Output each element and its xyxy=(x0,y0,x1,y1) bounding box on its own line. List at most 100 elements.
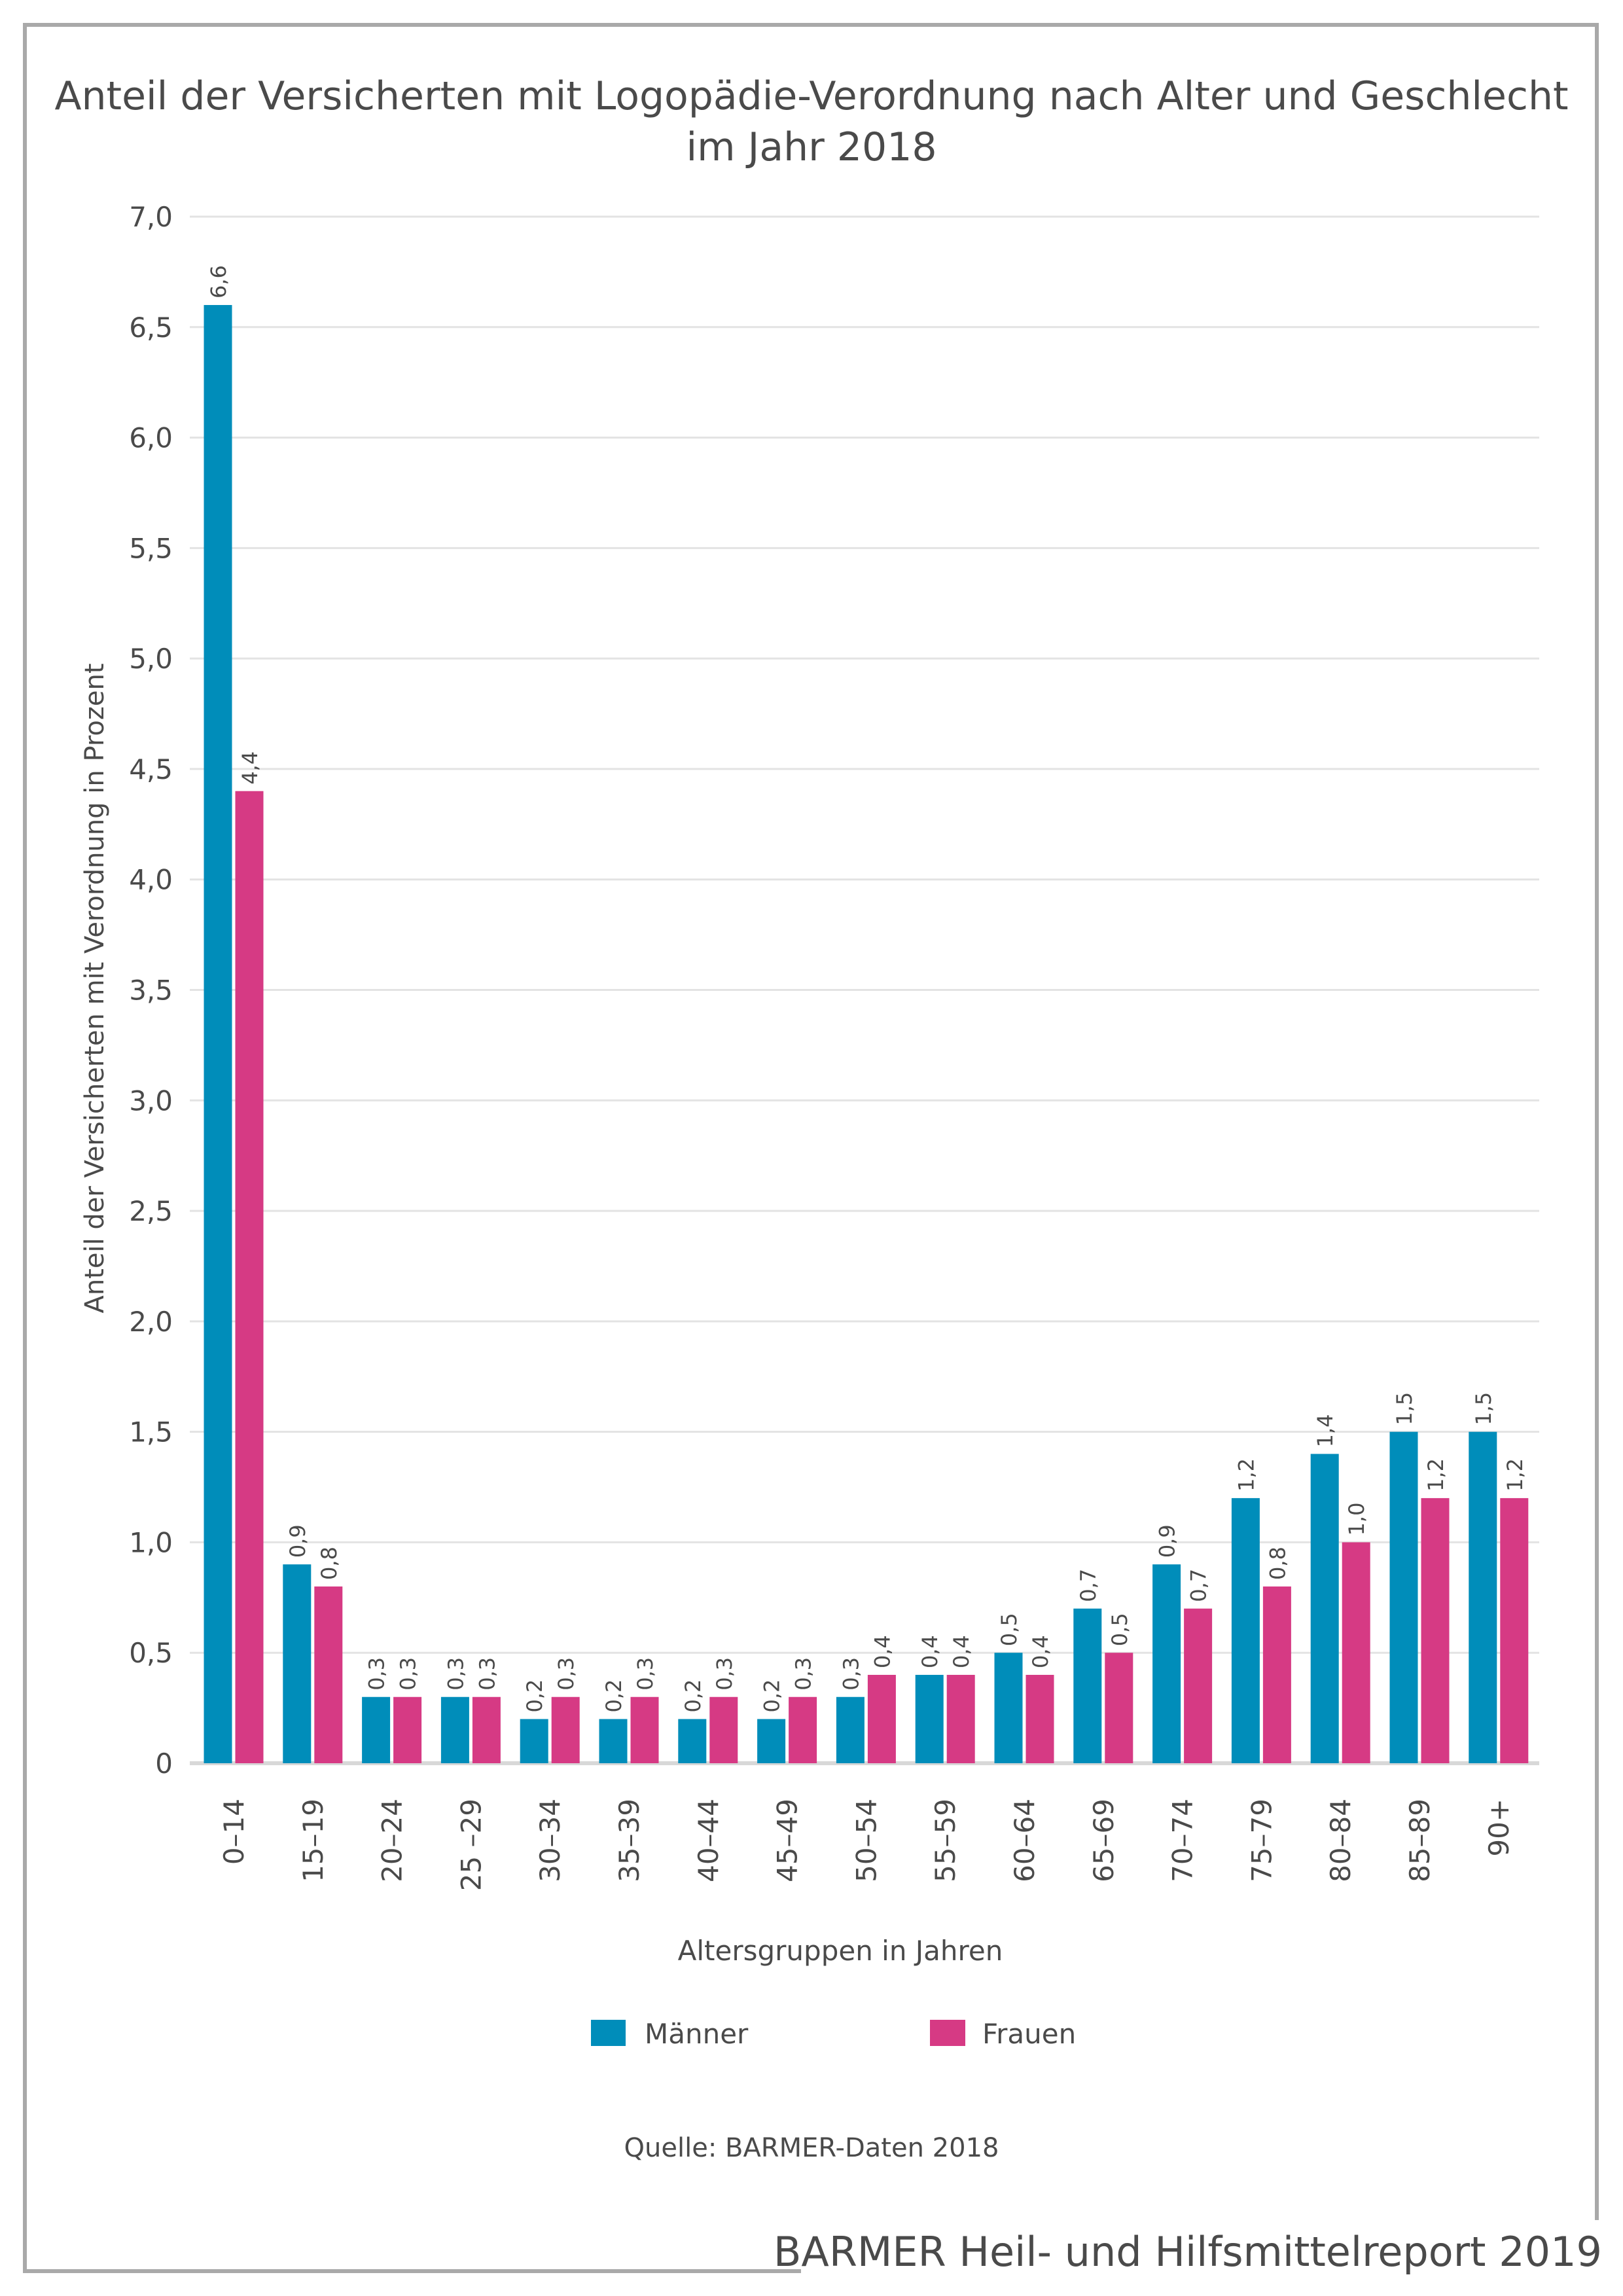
y-tick-label: 2,5 xyxy=(129,1195,173,1227)
x-tick-label: 20–24 xyxy=(376,1799,408,1882)
y-tick-label: 5,5 xyxy=(129,532,173,564)
y-tick-label: 6,5 xyxy=(129,312,173,344)
bar-frauen xyxy=(1105,1653,1133,1763)
bar-maenner xyxy=(362,1696,391,1763)
bar-frauen xyxy=(235,791,264,1763)
x-tick-label: 15–19 xyxy=(297,1799,329,1882)
source-note: Quelle: BARMER-Daten 2018 xyxy=(624,2133,999,2163)
y-tick-label: 6,0 xyxy=(129,422,173,454)
y-tick-label: 0 xyxy=(155,1748,173,1780)
data-label: 0,3 xyxy=(633,1657,658,1691)
data-label: 0,4 xyxy=(949,1635,974,1668)
y-tick-label: 1,5 xyxy=(129,1416,173,1448)
data-label: 0,9 xyxy=(285,1524,310,1558)
data-label: 1,2 xyxy=(1503,1458,1527,1492)
data-label: 1,2 xyxy=(1423,1458,1448,1492)
data-label: 6,6 xyxy=(206,265,231,298)
data-label: 0,3 xyxy=(554,1657,579,1691)
bar-maenner xyxy=(994,1653,1023,1763)
bar-frauen xyxy=(867,1674,896,1763)
data-label: 0,4 xyxy=(918,1635,942,1668)
data-label: 0,3 xyxy=(396,1657,421,1691)
bar-maenner xyxy=(520,1719,548,1763)
bar-maenner xyxy=(1389,1431,1418,1763)
x-tick-label: 90+ xyxy=(1483,1799,1515,1857)
bar-maenner xyxy=(1469,1431,1497,1763)
bar-frauen xyxy=(630,1696,659,1763)
x-tick-label: 85–89 xyxy=(1404,1799,1436,1882)
data-label: 0,2 xyxy=(601,1679,626,1713)
bar-maenner xyxy=(1310,1454,1339,1763)
y-tick-label: 4,5 xyxy=(129,753,173,785)
x-tick-label: 70–74 xyxy=(1167,1799,1199,1882)
y-tick-label: 1,0 xyxy=(129,1526,173,1558)
bar-frauen xyxy=(1500,1498,1529,1763)
data-label: 0,3 xyxy=(791,1657,816,1691)
bar-maenner xyxy=(204,305,232,1763)
x-axis-title: Altersgruppen in Jahren xyxy=(678,1935,1003,1967)
data-label: 0,8 xyxy=(317,1547,342,1580)
chart-title-line-1: Anteil der Versicherten mit Logopädie-Ve… xyxy=(54,73,1568,119)
x-tick-label: 40–44 xyxy=(692,1799,724,1882)
y-tick-label: 3,0 xyxy=(129,1085,173,1117)
x-tick-label: 0–14 xyxy=(218,1799,250,1865)
data-label: 1,2 xyxy=(1234,1458,1258,1492)
data-label: 0,2 xyxy=(681,1679,705,1713)
y-tick-label: 3,5 xyxy=(129,975,173,1007)
data-label: 0,9 xyxy=(1155,1524,1180,1558)
bar-maenner xyxy=(757,1719,786,1763)
x-tick-label: 35–39 xyxy=(613,1799,645,1882)
data-label: 0,3 xyxy=(443,1657,468,1691)
legend-swatch-maenner xyxy=(591,2020,626,2046)
data-label: 0,7 xyxy=(1186,1569,1211,1602)
bar-frauen xyxy=(393,1696,422,1763)
data-label: 0,4 xyxy=(1028,1635,1053,1668)
x-tick-label: 60–64 xyxy=(1008,1799,1041,1882)
data-label: 0,2 xyxy=(522,1679,547,1713)
x-tick-label: 30–34 xyxy=(534,1799,566,1882)
x-tick-label: 45–49 xyxy=(772,1799,804,1882)
data-label: 0,4 xyxy=(870,1635,895,1668)
bar-maenner xyxy=(1152,1564,1181,1763)
legend-swatch-frauen xyxy=(930,2020,965,2046)
bar-frauen xyxy=(709,1696,738,1763)
bar-frauen xyxy=(1184,1608,1213,1763)
bar-maenner xyxy=(599,1719,628,1763)
legend-label-maenner: Männer xyxy=(645,2018,749,2050)
y-tick-label: 5,0 xyxy=(129,643,173,675)
data-label: 0,3 xyxy=(712,1657,737,1691)
y-axis-title: Anteil der Versicherten mit Verordnung i… xyxy=(80,663,110,1313)
bar-frauen xyxy=(1342,1542,1370,1763)
bar-frauen xyxy=(1262,1586,1291,1763)
bar-frauen xyxy=(551,1696,580,1763)
data-label: 1,5 xyxy=(1471,1392,1496,1426)
bar-maenner xyxy=(678,1719,707,1763)
data-label: 1,0 xyxy=(1344,1503,1369,1536)
x-tick-label: 65–69 xyxy=(1088,1799,1120,1882)
bar-frauen xyxy=(314,1586,343,1763)
bar-maenner xyxy=(915,1674,944,1763)
y-tick-label: 2,0 xyxy=(129,1306,173,1338)
data-label: 0,2 xyxy=(760,1679,785,1713)
data-label: 1,4 xyxy=(1313,1414,1338,1448)
data-label: 0,7 xyxy=(1076,1569,1101,1602)
bar-frauen xyxy=(789,1696,817,1763)
x-tick-label: 75–79 xyxy=(1245,1799,1277,1882)
x-tick-label: 55–59 xyxy=(929,1799,961,1882)
data-label: 0,3 xyxy=(838,1657,863,1691)
bar-maenner xyxy=(1073,1608,1102,1763)
data-label: 0,5 xyxy=(997,1613,1022,1646)
legend-label-frauen: Frauen xyxy=(982,2018,1076,2050)
data-label: 1,5 xyxy=(1392,1392,1417,1426)
bar-maenner xyxy=(283,1564,312,1763)
chart-title-line-2: im Jahr 2018 xyxy=(686,124,936,170)
data-label: 0,8 xyxy=(1265,1547,1290,1580)
bar-frauen xyxy=(472,1696,501,1763)
bar-frauen xyxy=(1421,1498,1450,1763)
frame-border xyxy=(23,23,1599,2273)
x-tick-label: 25 –29 xyxy=(455,1799,487,1891)
data-label: 0,3 xyxy=(474,1657,499,1691)
footer-report-title: BARMER Heil- und Hilfsmittelreport 2019 xyxy=(774,2228,1602,2276)
bar-frauen xyxy=(946,1674,975,1763)
